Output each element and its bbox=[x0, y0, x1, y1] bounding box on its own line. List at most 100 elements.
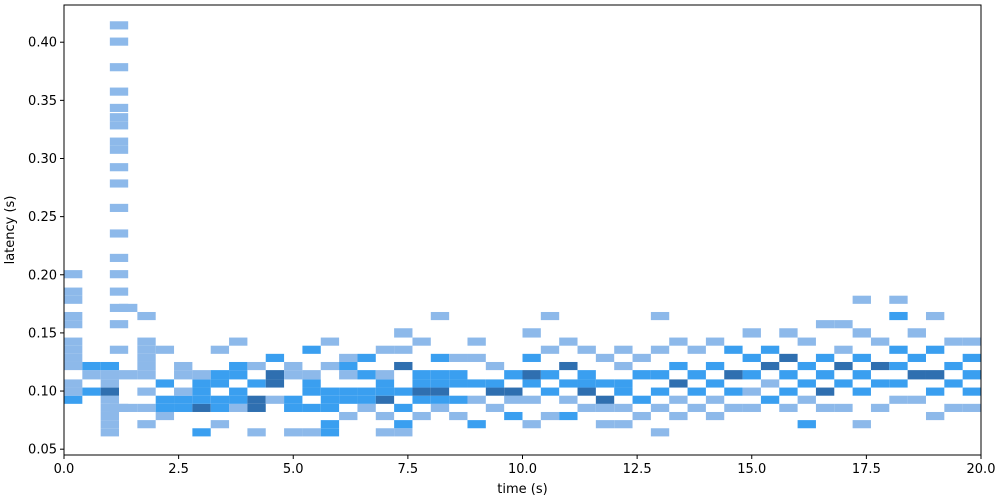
histogram-cell bbox=[595, 379, 615, 388]
histogram-cell bbox=[64, 320, 83, 329]
histogram-cell bbox=[265, 395, 285, 404]
histogram-cell bbox=[109, 37, 129, 46]
histogram-cell bbox=[109, 253, 129, 262]
histogram-cell bbox=[760, 345, 780, 354]
histogram-cell bbox=[119, 303, 138, 312]
histogram-cell bbox=[760, 395, 780, 404]
histogram-cell bbox=[559, 337, 578, 346]
histogram-cell bbox=[412, 370, 431, 380]
histogram-cell bbox=[559, 379, 578, 388]
histogram-cell bbox=[815, 353, 835, 362]
histogram-cell bbox=[320, 361, 340, 371]
histogram-cell bbox=[522, 370, 541, 380]
histogram-cell bbox=[109, 121, 129, 130]
histogram-cell bbox=[449, 379, 468, 388]
histogram-cell bbox=[247, 428, 266, 437]
histogram-cell bbox=[109, 270, 129, 279]
histogram-cell bbox=[229, 395, 248, 404]
histogram-cell bbox=[137, 361, 156, 371]
histogram-cell bbox=[852, 420, 871, 429]
histogram-cell bbox=[485, 387, 505, 396]
x-tick-label: 5.0 bbox=[283, 462, 304, 477]
histogram-cell bbox=[192, 379, 211, 388]
histogram-cell bbox=[375, 395, 395, 404]
histogram-cell bbox=[779, 328, 798, 338]
histogram-cell bbox=[449, 411, 468, 421]
histogram-cell bbox=[485, 379, 505, 388]
histogram-cell bbox=[559, 395, 578, 404]
y-tick-label: 0.35 bbox=[28, 94, 57, 109]
y-tick-label: 0.25 bbox=[28, 210, 57, 225]
histogram-cell bbox=[614, 420, 633, 429]
histogram-cell bbox=[192, 387, 211, 396]
histogram-cell bbox=[650, 403, 670, 412]
histogram-cell bbox=[449, 370, 468, 380]
histogram-cell bbox=[229, 361, 248, 371]
x-tick-label: 2.5 bbox=[168, 462, 189, 477]
histogram-cell bbox=[724, 403, 743, 412]
histogram-cell bbox=[687, 387, 706, 396]
histogram-cell bbox=[577, 345, 596, 354]
histogram-cell bbox=[192, 370, 211, 380]
histogram-cell bbox=[247, 379, 266, 388]
x-tick-label: 20.0 bbox=[967, 462, 996, 477]
histogram-cell bbox=[64, 395, 83, 404]
histogram-cell bbox=[467, 353, 486, 362]
histogram-cell bbox=[109, 21, 129, 30]
histogram-cell bbox=[119, 403, 138, 412]
histogram-cell bbox=[339, 361, 358, 371]
histogram-cell bbox=[797, 395, 816, 404]
histogram-cell bbox=[210, 370, 230, 380]
histogram-cell bbox=[925, 387, 945, 396]
x-tick-label: 15.0 bbox=[737, 462, 766, 477]
histogram-cell bbox=[394, 328, 413, 338]
histogram-cell bbox=[962, 337, 981, 346]
histogram-cell bbox=[302, 428, 321, 437]
histogram-cell bbox=[650, 345, 670, 354]
histogram-cell bbox=[229, 370, 248, 380]
histogram-cell bbox=[907, 353, 926, 362]
histogram-cell bbox=[210, 395, 230, 404]
histogram-cell bbox=[109, 320, 129, 329]
histogram-cell bbox=[632, 353, 651, 362]
histogram-cell bbox=[687, 403, 706, 412]
histogram-cell bbox=[302, 370, 321, 380]
histogram-cell bbox=[109, 103, 129, 112]
histogram-cell bbox=[320, 395, 340, 404]
histogram-cell bbox=[64, 337, 83, 346]
histogram-cell bbox=[100, 420, 120, 429]
histogram-cell bbox=[64, 345, 83, 354]
histogram-cell bbox=[467, 379, 486, 388]
histogram-cell bbox=[320, 337, 340, 346]
histogram-cell bbox=[449, 353, 468, 362]
histogram-cell bbox=[669, 395, 688, 404]
histogram-cell bbox=[540, 411, 560, 421]
histogram-cell bbox=[962, 403, 981, 412]
histogram-cell bbox=[449, 395, 468, 404]
histogram-cell bbox=[100, 379, 120, 388]
histogram-cell bbox=[100, 428, 120, 437]
histogram-cell bbox=[265, 370, 285, 380]
y-axis: 0.05 0.10 0.15 0.20 0.25 0.30 0.35 0.40 bbox=[28, 36, 64, 458]
histogram-cell bbox=[760, 379, 780, 388]
histogram-cell bbox=[412, 379, 431, 388]
histogram-cell bbox=[210, 420, 230, 429]
histogram-cell bbox=[64, 270, 83, 279]
histogram-cell bbox=[394, 387, 413, 396]
histogram-cell bbox=[192, 395, 211, 404]
histogram-cell bbox=[109, 345, 129, 354]
histogram-cell bbox=[284, 403, 303, 412]
histogram-cell bbox=[265, 379, 285, 388]
histogram-cell bbox=[64, 295, 83, 304]
histogram-cell bbox=[870, 337, 890, 346]
histogram-cell bbox=[109, 229, 129, 238]
histogram-cell bbox=[64, 387, 83, 396]
histogram-cell bbox=[229, 403, 248, 412]
histogram-cell bbox=[302, 379, 321, 388]
histogram-cell bbox=[339, 353, 358, 362]
histogram-cell bbox=[925, 370, 945, 380]
histogram-cell bbox=[430, 403, 450, 412]
histogram-cell bbox=[247, 395, 266, 404]
y-tick-label: 0.15 bbox=[28, 326, 57, 341]
histogram-cell bbox=[320, 420, 340, 429]
